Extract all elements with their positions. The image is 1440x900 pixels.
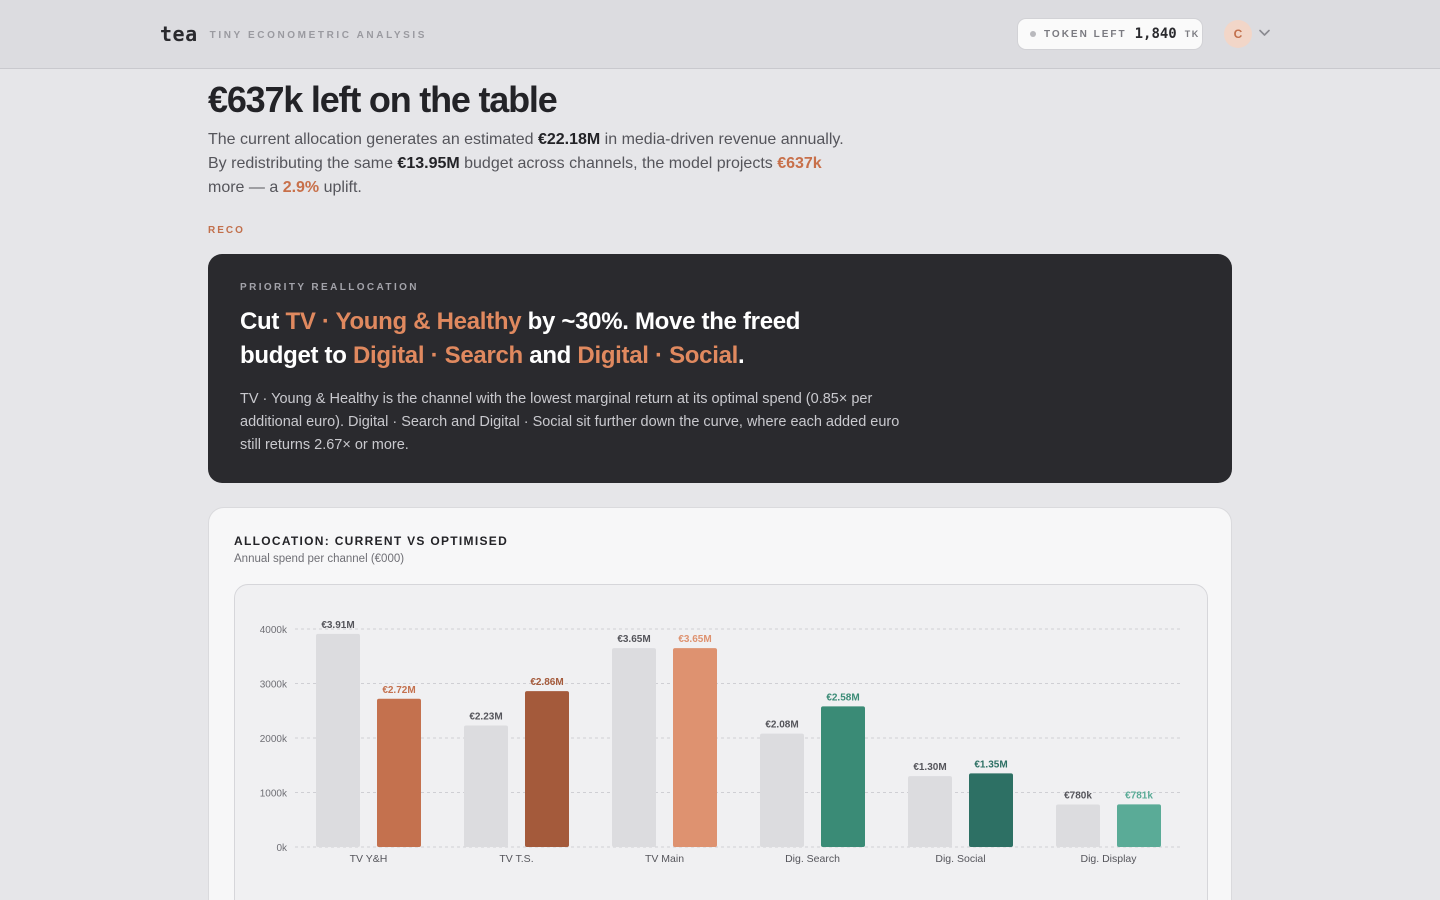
token-unit: TK xyxy=(1184,29,1200,39)
y-tick-label: 1000k xyxy=(260,789,288,800)
chart-frame: 0k 1000k 2000k 3000k 4000k €3.91M €2.72M TV Y&H… xyxy=(234,584,1208,900)
token-value: 1,840 xyxy=(1134,26,1177,42)
data-label-optimised: €3.65M xyxy=(678,634,711,645)
allocation-bar-chart: 0k 1000k 2000k 3000k 4000k €3.91M €2.72M TV Y&H… xyxy=(260,620,1181,865)
y-tick-label: 4000k xyxy=(260,625,288,636)
target-channel-search: Digital · Search xyxy=(352,342,523,369)
data-label-optimised: €2.72M xyxy=(382,685,415,696)
bar-current xyxy=(464,725,508,847)
bar-optimised xyxy=(673,648,717,847)
data-label-current: €780k xyxy=(1064,790,1092,801)
data-label-current: €2.08M xyxy=(765,720,798,731)
bar-current xyxy=(316,633,360,847)
status-dot-icon xyxy=(1030,31,1036,37)
x-tick-label: TV Y&H xyxy=(350,853,388,865)
cut-channel: TV · Young & Healthy xyxy=(285,308,522,335)
bar-current xyxy=(760,733,804,847)
summary-text: The current allocation generates an esti… xyxy=(208,128,908,200)
x-tick-label: TV T.S. xyxy=(499,853,533,865)
data-label-current: €3.91M xyxy=(321,620,354,631)
budget-value: €13.95M xyxy=(397,155,460,172)
y-tick-label: 0k xyxy=(276,843,288,854)
recommendation-body: TV · Young & Healthy is the channel with… xyxy=(240,391,900,453)
data-label-optimised: €2.86M xyxy=(530,677,563,688)
chart-title: ALLOCATION: CURRENT VS OPTIMISED xyxy=(234,534,509,548)
allocation-chart-card: ALLOCATION: CURRENT VS OPTIMISED Annual … xyxy=(208,507,1232,900)
token-balance[interactable]: TOKEN LEFT 1,840 TK xyxy=(1017,18,1203,50)
section-label-reco: RECO xyxy=(208,225,245,236)
y-tick-label: 3000k xyxy=(260,680,288,691)
bar-optimised xyxy=(969,773,1013,847)
brand-subtitle: TINY ECONOMETRIC ANALYSIS xyxy=(209,30,428,41)
summary-line-1: The current allocation generates an esti… xyxy=(208,131,844,148)
y-tick-label: 2000k xyxy=(260,734,288,745)
gain-value: €637k xyxy=(777,155,822,172)
bar-optimised xyxy=(1117,804,1161,847)
page-title: €637k left on the table xyxy=(208,79,558,120)
bar-current xyxy=(908,776,952,847)
x-tick-label: Dig. Search xyxy=(785,853,840,865)
x-tick-label: Dig. Social xyxy=(935,853,985,865)
recommendation-card: PRIORITY REALLOCATION Cut TV · Young & H… xyxy=(208,254,1232,483)
summary-line-3: more — a 2.9% uplift. xyxy=(208,179,362,196)
bar-current xyxy=(1056,804,1100,847)
chart-subtitle: Annual spend per channel (€000) xyxy=(234,553,405,565)
data-label-optimised: €2.58M xyxy=(826,692,859,703)
brand[interactable]: tea TINY ECONOMETRIC ANALYSIS xyxy=(160,22,427,46)
target-channel-social: Digital · Social xyxy=(577,342,738,369)
x-tick-label: TV Main xyxy=(645,853,684,865)
data-label-optimised: €781k xyxy=(1125,790,1153,801)
summary-line-2: By redistributing the same €13.95M budge… xyxy=(208,155,822,172)
data-label-optimised: €1.35M xyxy=(974,759,1007,770)
recommendation-eyebrow: PRIORITY REALLOCATION xyxy=(240,282,419,293)
bar-current xyxy=(612,648,656,847)
data-label-current: €3.65M xyxy=(617,634,650,645)
token-label: TOKEN LEFT xyxy=(1044,28,1127,40)
data-label-current: €2.23M xyxy=(469,711,502,722)
data-label-current: €1.30M xyxy=(913,762,946,773)
avatar[interactable]: C xyxy=(1224,20,1252,48)
top-bar: tea TINY ECONOMETRIC ANALYSIS TOKEN LEFT… xyxy=(0,0,1440,69)
chevron-down-icon[interactable] xyxy=(1259,29,1270,37)
bar-optimised xyxy=(821,706,865,847)
brand-name: tea xyxy=(160,22,198,46)
bar-optimised xyxy=(525,691,569,847)
current-revenue-value: €22.18M xyxy=(537,131,601,148)
x-tick-label: Dig. Display xyxy=(1080,853,1137,865)
uplift-percent: 2.9% xyxy=(282,179,320,196)
recommendation-headline: Cut TV · Young & Healthy by ~30%. Move t… xyxy=(240,308,801,369)
bar-optimised xyxy=(377,698,421,847)
